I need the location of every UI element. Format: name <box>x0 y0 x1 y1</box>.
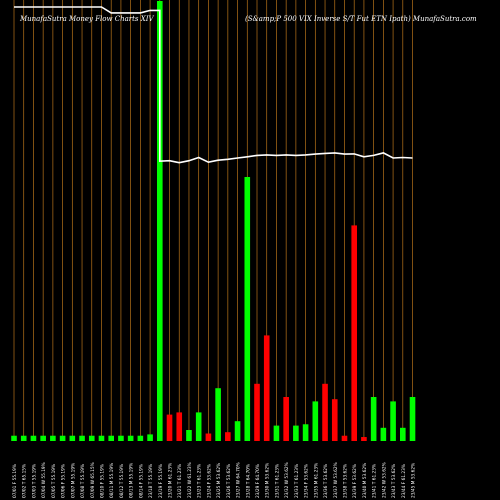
volume-bar <box>273 425 280 441</box>
volume-bar <box>59 435 66 441</box>
volume-bar <box>108 435 114 441</box>
x-tick-label: 07/04 W 55.19% <box>41 462 47 498</box>
x-tick-label: 23/22 W 61.23% <box>187 462 193 498</box>
x-tick-label: 23/45 M 53.62% <box>411 463 417 498</box>
volume-bar <box>88 435 95 441</box>
volume-bar <box>244 177 251 441</box>
volume-bar <box>40 435 46 441</box>
x-tick-labels: 07/01 F 55.19% 07/02 T 65.15% 07/03 T 55.1… <box>12 462 417 498</box>
volume-bar <box>322 383 328 441</box>
x-tick-label: 23/28 T 64.70% <box>245 464 251 498</box>
volume-bar <box>400 427 406 441</box>
volume-bar <box>186 430 192 441</box>
volume-bar <box>254 383 260 441</box>
volume-bar <box>147 434 153 441</box>
x-tick-label: 23/39 F 53.62% <box>352 464 358 498</box>
volume-bar <box>137 435 144 441</box>
x-tick-label: 07/03 T 55.19% <box>31 464 37 498</box>
volume-bar <box>302 424 309 441</box>
volume-bar <box>20 435 27 441</box>
volume-bar <box>293 425 299 441</box>
x-tick-label: 23/25 M 53.62% <box>216 463 222 498</box>
volume-bar <box>166 414 173 441</box>
price-line-layer <box>14 6 413 164</box>
chart-title-left: MunafaSutra Money Flow Charts XIV <box>20 15 154 23</box>
x-tick-label: 08/12 T 55.19% <box>119 464 125 498</box>
x-tick-label: 23/34 F 53.62% <box>304 464 310 498</box>
x-tick-label: 23/35 M 61.23% <box>313 463 319 498</box>
volume-bar <box>205 433 212 441</box>
x-tick-label: 23/30 M 53.62% <box>265 463 271 498</box>
x-tick-label: 23/31 T 61.23% <box>274 464 280 498</box>
volume-bars <box>11 1 416 441</box>
x-tick-label: 23/32 W 53.62% <box>284 462 290 498</box>
volume-bar <box>380 427 387 441</box>
volume-bar <box>234 421 241 441</box>
x-tick-label: 23/21 T 61.23% <box>177 464 183 498</box>
x-tick-label: 08/13 M 55.19% <box>129 463 135 498</box>
volume-bar <box>176 412 183 441</box>
volume-bar <box>215 388 221 441</box>
x-tick-label: 07/07 M 55.19% <box>70 463 76 498</box>
x-tick-label: 07/06 F 55.19% <box>61 464 67 498</box>
x-tick-label: 23/29 F 64.70% <box>255 464 261 498</box>
price-line <box>14 6 413 164</box>
volume-bar <box>409 397 416 441</box>
x-tick-label: 23/43 T 53.62% <box>391 464 397 498</box>
x-tick-label: 23/26 T 53.62% <box>226 464 232 498</box>
x-tick-label: 08/10 F 55.19% <box>99 464 105 498</box>
volume-bar <box>98 435 105 441</box>
x-tick-label: 07/09 W 65.15% <box>90 462 96 498</box>
x-tick-label: 23/41 T 61.23% <box>372 464 378 498</box>
x-tick-label: 08/11 M 55.19% <box>109 463 115 498</box>
volume-bar <box>390 401 396 441</box>
volume-bar <box>370 397 377 441</box>
volume-bar <box>263 335 270 441</box>
volume-bar <box>30 435 37 441</box>
x-tick-label: 23/27 W 64.70% <box>236 462 242 498</box>
chart-title-right: (S&amp;P 500 VIX Inverse S/T Fut ETN Ipa… <box>245 15 477 23</box>
x-tick-label: 08/14 F 55.19% <box>138 464 144 498</box>
x-tick-label: 23/44 F 61.23% <box>401 464 407 498</box>
volume-bar <box>351 225 357 441</box>
volume-bar <box>225 432 231 441</box>
volume-bar <box>79 435 85 441</box>
x-tick-label: 23/18 T 55.19% <box>148 464 154 498</box>
x-tick-label: 07/05 T 55.19% <box>51 464 57 498</box>
volume-bar <box>195 412 202 441</box>
volume-bar <box>69 435 76 441</box>
volume-bar <box>50 435 56 441</box>
volume-bar <box>361 437 367 441</box>
x-tick-label: 23/38 T 53.62% <box>342 464 348 498</box>
x-tick-label: 23/36 T 53.62% <box>323 464 329 498</box>
volume-bar <box>127 435 134 441</box>
volume-bar <box>331 399 338 441</box>
x-tick-label: 23/37 W 53.62% <box>333 462 339 498</box>
x-tick-label: 23/19 F 55.19% <box>158 464 164 498</box>
volume-bar <box>341 435 348 441</box>
x-tick-label: 23/24 F 53.62% <box>206 464 212 498</box>
volume-bar <box>157 1 163 441</box>
x-tick-label: 23/40 M 53.62% <box>362 463 368 498</box>
volume-bar <box>11 435 17 441</box>
x-tick-label: 23/20 M 61.23% <box>168 463 174 498</box>
volume-bar <box>312 401 319 441</box>
x-tick-label: 07/08 T 55.19% <box>80 464 86 498</box>
x-tick-label: 23/33 T 61.23% <box>294 464 300 498</box>
x-tick-label: 07/01 F 55.19% <box>12 464 18 498</box>
x-tick-label: 23/42 W 53.62% <box>381 462 387 498</box>
x-tick-label: 07/02 T 65.15% <box>22 464 28 498</box>
volume-bar <box>283 397 289 441</box>
x-tick-label: 23/23 T 61.23% <box>197 464 203 498</box>
volume-bar <box>118 435 124 441</box>
